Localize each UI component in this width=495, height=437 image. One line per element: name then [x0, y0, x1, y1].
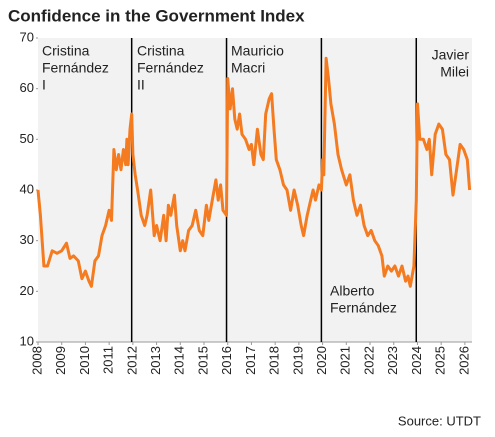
x-tick-label: 2016: [219, 346, 234, 375]
x-tick-label: 2024: [409, 346, 424, 375]
period-label: I: [42, 77, 46, 93]
period-label: II: [137, 77, 145, 93]
x-tick-label: 2020: [314, 346, 329, 375]
x-tick-label: 2012: [124, 346, 139, 375]
period-label: Cristina: [137, 43, 185, 59]
y-tick-label: 50: [20, 131, 34, 146]
x-tick-label: 2017: [243, 346, 258, 375]
period-label: Fernández: [137, 60, 204, 76]
x-tick-label: 2008: [29, 346, 44, 375]
y-tick-label: 30: [20, 232, 34, 247]
x-tick-label: 2019: [290, 346, 305, 375]
x-tick-label: 2023: [385, 346, 400, 375]
period-label: Mauricio: [231, 43, 284, 59]
period-label: Alberto: [330, 283, 375, 299]
period-label: Fernández: [330, 300, 397, 316]
x-tick-label: 2025: [433, 346, 448, 375]
y-tick-label: 60: [20, 80, 34, 95]
x-tick-label: 2014: [172, 346, 187, 375]
x-tick-label: 2018: [267, 346, 282, 375]
x-tick-label: 2013: [148, 346, 163, 375]
y-tick-label: 70: [20, 29, 34, 44]
x-tick-label: 2022: [361, 346, 376, 375]
x-tick-label: 2015: [195, 346, 210, 375]
period-label: Milei: [440, 64, 469, 80]
x-tick-label: 2026: [456, 346, 471, 375]
y-tick-label: 40: [20, 181, 34, 196]
plot-background: [38, 38, 472, 342]
source-note: Source: UTDT: [398, 413, 481, 428]
y-tick-label: 10: [20, 333, 34, 348]
x-tick-label: 2011: [101, 346, 116, 374]
y-tick-label: 20: [20, 283, 34, 298]
x-tick-label: 2010: [77, 346, 92, 375]
period-label: Javier: [432, 47, 470, 63]
x-tick-label: 2021: [338, 346, 353, 375]
period-label: Cristina: [42, 43, 90, 59]
x-tick-label: 2009: [53, 346, 68, 375]
period-label: Fernández: [42, 60, 109, 76]
period-label: Macri: [231, 60, 265, 76]
index-line: [36, 56, 472, 288]
chart-title: Confidence in the Government Index: [8, 6, 305, 25]
